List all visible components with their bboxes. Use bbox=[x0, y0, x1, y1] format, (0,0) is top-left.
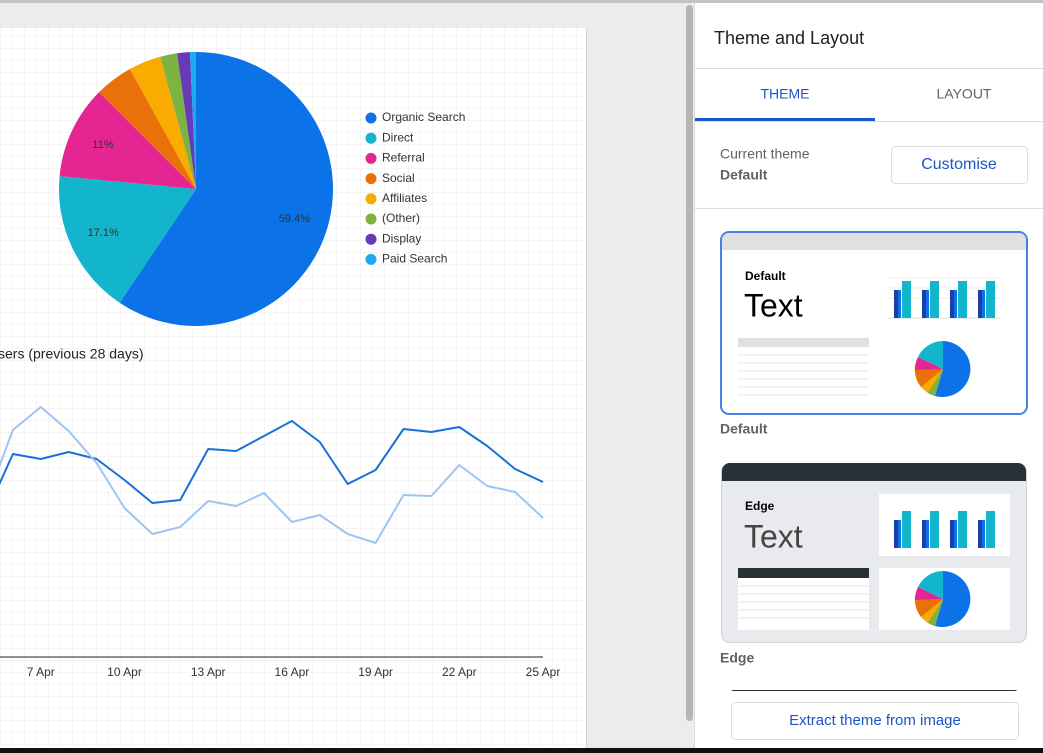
customise-button[interactable] bbox=[891, 146, 1028, 184]
preview-text: Text bbox=[744, 287, 803, 323]
theme-card-edge[interactable]: Edge Text bbox=[721, 463, 1027, 643]
theme-name: Default bbox=[720, 421, 768, 437]
bottom-bar bbox=[0, 748, 1043, 753]
divider bbox=[695, 68, 1043, 69]
theme-card-default[interactable]: Default Text bbox=[720, 231, 1028, 415]
legend-swatch bbox=[365, 233, 377, 245]
legend-swatch bbox=[365, 213, 377, 225]
current-theme-label: Current theme bbox=[720, 146, 810, 162]
legend-swatch bbox=[365, 253, 377, 265]
x-tick-label: 25 Apr bbox=[526, 665, 561, 679]
legend-label: Organic Search bbox=[382, 110, 465, 124]
legend-label: Referral bbox=[382, 151, 425, 165]
pie-slice bbox=[160, 53, 196, 189]
legend-swatch bbox=[365, 173, 377, 185]
x-tick-label: 16 Apr bbox=[275, 665, 310, 679]
line-series bbox=[0, 420, 544, 504]
pie-slice bbox=[119, 52, 334, 326]
pie-slice bbox=[189, 52, 196, 189]
extract-button[interactable] bbox=[731, 702, 1019, 740]
mini-table bbox=[738, 338, 869, 396]
charts: 59.4% 17.1% 11% bbox=[0, 52, 544, 544]
tab-theme[interactable]: THEME bbox=[761, 86, 810, 102]
pie-slice bbox=[99, 68, 196, 189]
extract-label[interactable]: Extract theme from image bbox=[789, 712, 961, 729]
legend-label: Display bbox=[382, 231, 421, 245]
card-header bbox=[722, 233, 1026, 250]
legend-swatch bbox=[365, 193, 377, 205]
legend-label: (Other) bbox=[382, 211, 420, 225]
theme-name: Edge bbox=[720, 650, 754, 666]
x-tick-label: 7 Apr bbox=[27, 665, 55, 679]
mini-pie bbox=[914, 341, 971, 397]
current-theme: Default bbox=[720, 167, 768, 183]
data-label: 17.1% bbox=[88, 227, 119, 239]
legend-swatch bbox=[365, 112, 377, 124]
mini-bars bbox=[888, 277, 1000, 319]
panel-border bbox=[694, 3, 695, 748]
data-label: 59.4% bbox=[279, 213, 310, 225]
preview-heading: Default bbox=[745, 269, 786, 283]
pie-slice bbox=[129, 56, 196, 190]
legend-label: Direct bbox=[382, 130, 414, 144]
divider bbox=[695, 208, 1043, 209]
pie-slice bbox=[59, 92, 197, 189]
canvas-edge bbox=[586, 28, 587, 753]
customise-label[interactable]: Customise bbox=[921, 156, 997, 173]
scrollbar[interactable] bbox=[686, 5, 693, 721]
top-border bbox=[0, 0, 1043, 3]
mini-table bbox=[738, 568, 869, 630]
panel-title: Theme and Layout bbox=[714, 28, 864, 48]
divider bbox=[695, 121, 1043, 122]
x-tick-label: 22 Apr bbox=[442, 665, 477, 679]
legend-label: Social bbox=[382, 171, 415, 185]
x-tick-label: 19 Apr bbox=[358, 665, 393, 679]
line-series bbox=[0, 406, 544, 544]
legend-swatch bbox=[365, 132, 377, 144]
legend-label: Paid Search bbox=[382, 252, 447, 266]
pie-slice bbox=[177, 52, 196, 189]
card-header bbox=[722, 463, 1026, 481]
mini-bars bbox=[894, 511, 995, 548]
data-label: 11% bbox=[92, 139, 113, 151]
line-chart-title: sers (previous 28 days) bbox=[0, 346, 144, 362]
tab-layout[interactable]: LAYOUT bbox=[937, 86, 992, 102]
legend-label: Affiliates bbox=[382, 191, 427, 205]
pie-slice bbox=[58, 176, 196, 303]
tab-indicator bbox=[695, 118, 875, 121]
legend-swatch bbox=[365, 152, 377, 164]
preview-text: Text bbox=[744, 518, 803, 554]
preview-heading: Edge bbox=[745, 499, 775, 513]
mini-pie bbox=[914, 571, 971, 627]
x-tick-label: 10 Apr bbox=[107, 665, 142, 679]
x-tick-label: 13 Apr bbox=[191, 665, 226, 679]
